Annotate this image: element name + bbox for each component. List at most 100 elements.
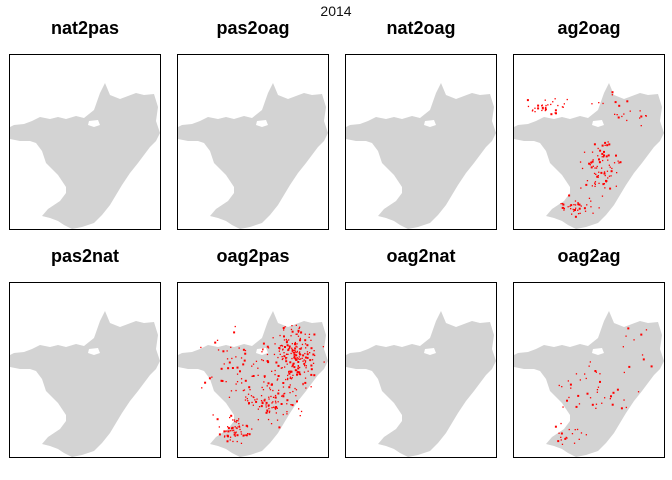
- change-point: [236, 419, 238, 422]
- change-point: [279, 353, 281, 355]
- change-point: [251, 428, 253, 430]
- change-point: [590, 161, 593, 164]
- change-point: [568, 396, 570, 399]
- change-point: [295, 358, 298, 361]
- change-point: [236, 373, 239, 375]
- change-point: [641, 354, 644, 356]
- change-point: [541, 106, 544, 109]
- change-point: [591, 185, 593, 187]
- change-point: [236, 427, 238, 430]
- change-point: [588, 162, 591, 165]
- change-point: [279, 334, 281, 337]
- change-point: [557, 104, 559, 107]
- change-point: [574, 204, 577, 206]
- change-point: [289, 377, 291, 379]
- change-point: [615, 185, 617, 187]
- change-point: [273, 353, 276, 356]
- change-point: [276, 419, 279, 421]
- change-point: [595, 173, 597, 175]
- change-point: [279, 345, 282, 347]
- change-point: [567, 380, 569, 382]
- change-point: [201, 387, 203, 389]
- change-point: [594, 181, 597, 183]
- change-point: [575, 373, 578, 375]
- change-point: [244, 434, 246, 436]
- region-shape: [346, 311, 496, 457]
- change-point: [263, 381, 265, 383]
- change-point: [216, 418, 219, 421]
- change-point: [598, 161, 601, 164]
- change-point: [542, 108, 544, 110]
- change-point: [278, 389, 280, 391]
- change-point: [257, 374, 259, 376]
- change-point: [223, 363, 225, 365]
- change-point: [607, 177, 609, 179]
- change-point: [604, 141, 607, 144]
- change-point: [323, 361, 325, 363]
- change-point: [296, 333, 298, 335]
- change-point: [312, 362, 315, 364]
- change-point: [313, 374, 316, 377]
- change-point: [290, 352, 292, 355]
- change-point: [283, 329, 285, 331]
- change-point: [229, 436, 232, 438]
- change-point: [560, 436, 562, 438]
- change-point: [314, 354, 316, 357]
- change-point: [589, 397, 592, 399]
- change-point: [544, 99, 546, 101]
- change-point: [265, 404, 267, 406]
- change-point: [640, 125, 642, 127]
- change-point: [289, 347, 291, 349]
- change-point: [297, 361, 300, 363]
- change-point: [274, 408, 277, 410]
- change-point: [308, 336, 310, 338]
- change-point: [232, 440, 234, 443]
- change-point: [247, 393, 250, 395]
- change-point: [617, 116, 620, 119]
- change-point: [310, 364, 313, 367]
- change-point: [617, 160, 619, 162]
- region-hole: [424, 120, 436, 127]
- change-point: [569, 383, 572, 386]
- change-point: [616, 114, 618, 116]
- change-point: [296, 351, 298, 354]
- change-point: [577, 213, 580, 215]
- change-point: [302, 383, 304, 386]
- panel-title: oag2pas: [216, 246, 290, 266]
- change-point: [304, 339, 307, 342]
- change-point: [299, 415, 301, 417]
- change-point: [282, 349, 284, 351]
- change-point: [288, 371, 290, 373]
- change-point: [554, 109, 557, 112]
- change-point: [563, 207, 565, 210]
- change-point: [247, 433, 249, 435]
- change-point: [246, 426, 249, 428]
- change-point: [274, 400, 277, 402]
- change-point: [639, 117, 641, 119]
- change-point: [277, 375, 280, 377]
- change-point: [304, 360, 307, 362]
- change-point: [278, 426, 281, 429]
- change-point: [579, 212, 581, 214]
- change-point: [575, 207, 577, 209]
- change-point: [204, 381, 207, 384]
- change-point: [607, 141, 609, 143]
- region-hole: [256, 120, 268, 127]
- change-point: [276, 407, 278, 409]
- change-point: [570, 387, 572, 389]
- change-point: [296, 400, 298, 403]
- change-point: [287, 377, 289, 380]
- change-point: [292, 352, 294, 354]
- change-point: [620, 407, 623, 410]
- map-frame: [345, 282, 497, 458]
- change-point: [307, 370, 309, 372]
- change-point: [585, 377, 587, 380]
- change-point: [251, 375, 253, 377]
- change-point: [282, 394, 284, 396]
- change-point: [235, 421, 237, 423]
- change-point: [243, 389, 246, 391]
- change-point: [298, 356, 300, 358]
- change-point: [285, 360, 288, 363]
- change-point: [584, 210, 587, 212]
- change-point: [534, 107, 536, 109]
